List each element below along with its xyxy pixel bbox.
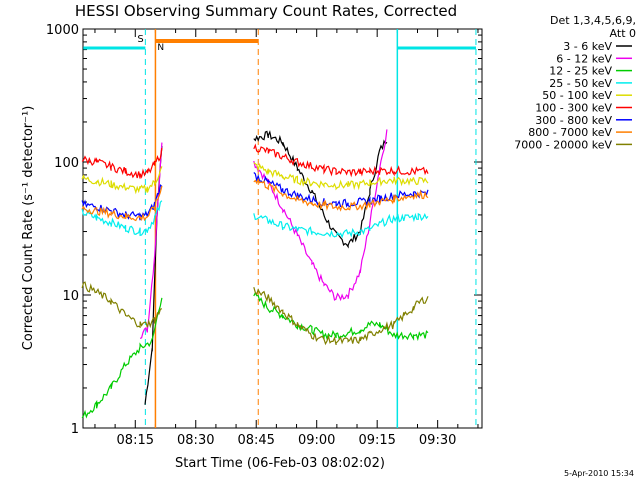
legend-label: 25 - 50 keV	[549, 77, 612, 90]
tick-labels: 1 10 100 1000 08:15 08:30 08:45 09:00 09:15 09:30	[46, 23, 456, 448]
x-tick-label: 08:30	[177, 433, 214, 448]
legend-label: 800 - 7000 keV	[528, 126, 612, 139]
legend-label: 50 - 100 keV	[542, 89, 612, 102]
y-tick-label: 1000	[46, 23, 79, 38]
x-tick-label: 09:15	[358, 433, 395, 448]
series-line-6	[82, 173, 428, 221]
series-line-8	[82, 282, 428, 345]
flag-n: N	[157, 43, 164, 53]
series-layer	[82, 129, 428, 417]
legend-label: 7000 - 20000 keV	[514, 138, 612, 151]
series-line-2	[82, 293, 428, 418]
chart-title: HESSI Observing Summary Count Rates, Cor…	[75, 2, 457, 20]
x-tick-label: 08:45	[237, 433, 274, 448]
legend-label: 6 - 12 keV	[556, 52, 612, 65]
legend-label: 12 - 25 keV	[549, 65, 612, 78]
y-axis-label: Corrected Count Rate (s⁻¹ detector⁻¹)	[21, 106, 36, 351]
instrument-state-overlays: SN	[83, 29, 476, 428]
y-tick-label: 1	[71, 422, 79, 437]
legend-label: 3 - 6 keV	[563, 40, 612, 53]
footer-date: 5-Apr-2010 15:34	[564, 469, 634, 478]
x-axis-label: Start Time (06-Feb-03 08:02:02)	[175, 456, 385, 471]
legend-header: Att 0	[610, 27, 636, 40]
legend-header: Det 1,3,4,5,6,9,	[550, 14, 636, 27]
legend-label: 100 - 300 keV	[535, 102, 612, 115]
count-rate-chart: HESSI Observing Summary Count Rates, Cor…	[0, 0, 640, 480]
x-tick-label: 08:15	[117, 433, 154, 448]
x-tick-label: 09:30	[419, 433, 456, 448]
y-tick-label: 10	[62, 289, 79, 304]
y-tick-label: 100	[54, 156, 79, 171]
flag-s: S	[137, 34, 143, 45]
x-tick-label: 09:00	[298, 433, 335, 448]
legend-label: 300 - 800 keV	[535, 114, 612, 127]
